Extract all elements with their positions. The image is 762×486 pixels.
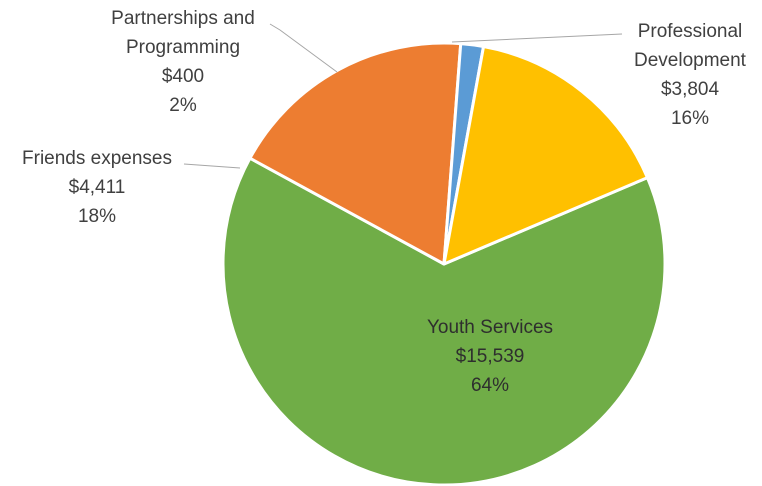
leader-line-friends-expenses — [183, 163, 241, 169]
slice-label-friends-expenses-amount: $4,411 — [69, 177, 126, 198]
leader-line-professional-development — [451, 33, 623, 43]
pie-slice-youth-services — [221, 156, 667, 486]
slice-label-friends-expenses: Friends expenses $4,411 18% — [22, 148, 172, 227]
slice-label-partnerships-and-programming-name-line-1: Partnerships and — [111, 8, 255, 29]
slice-labels: Youth Services $15,539 64% Friends expenses… — [22, 8, 747, 396]
slice-label-partnerships-and-programming-name-line-2: Programming — [126, 37, 240, 58]
slice-label-youth-services-amount: $15,539 — [456, 346, 525, 367]
leader-line-partnerships-and-programming — [269, 23, 338, 73]
slice-label-youth-services: Youth Services $15,539 64% — [427, 317, 553, 396]
slice-label-professional-development-name-line-2: Development — [634, 50, 747, 71]
pie-slice-professional-development — [442, 45, 649, 266]
slice-label-friends-expenses-percent: 18% — [78, 206, 116, 227]
slice-label-professional-development: Professional Development $3,804 16% — [634, 21, 747, 129]
slice-label-partnerships-and-programming-percent: 2% — [169, 95, 197, 116]
slice-label-friends-expenses-name-line-1: Friends expenses — [22, 148, 172, 169]
slice-label-professional-development-name-line-1: Professional — [638, 21, 743, 42]
pie-slices — [221, 41, 667, 486]
leader-lines — [183, 23, 623, 169]
pie-slice-friends-expenses — [248, 41, 463, 266]
slice-label-youth-services-percent: 64% — [471, 375, 509, 396]
slice-label-professional-development-amount: $3,804 — [661, 79, 720, 100]
slice-label-youth-services-name-line-1: Youth Services — [427, 317, 553, 338]
slice-label-partnerships-and-programming: Partnerships and Programming $400 2% — [111, 8, 255, 116]
slice-label-professional-development-percent: 16% — [671, 108, 709, 129]
slice-label-partnerships-and-programming-amount: $400 — [162, 66, 204, 87]
